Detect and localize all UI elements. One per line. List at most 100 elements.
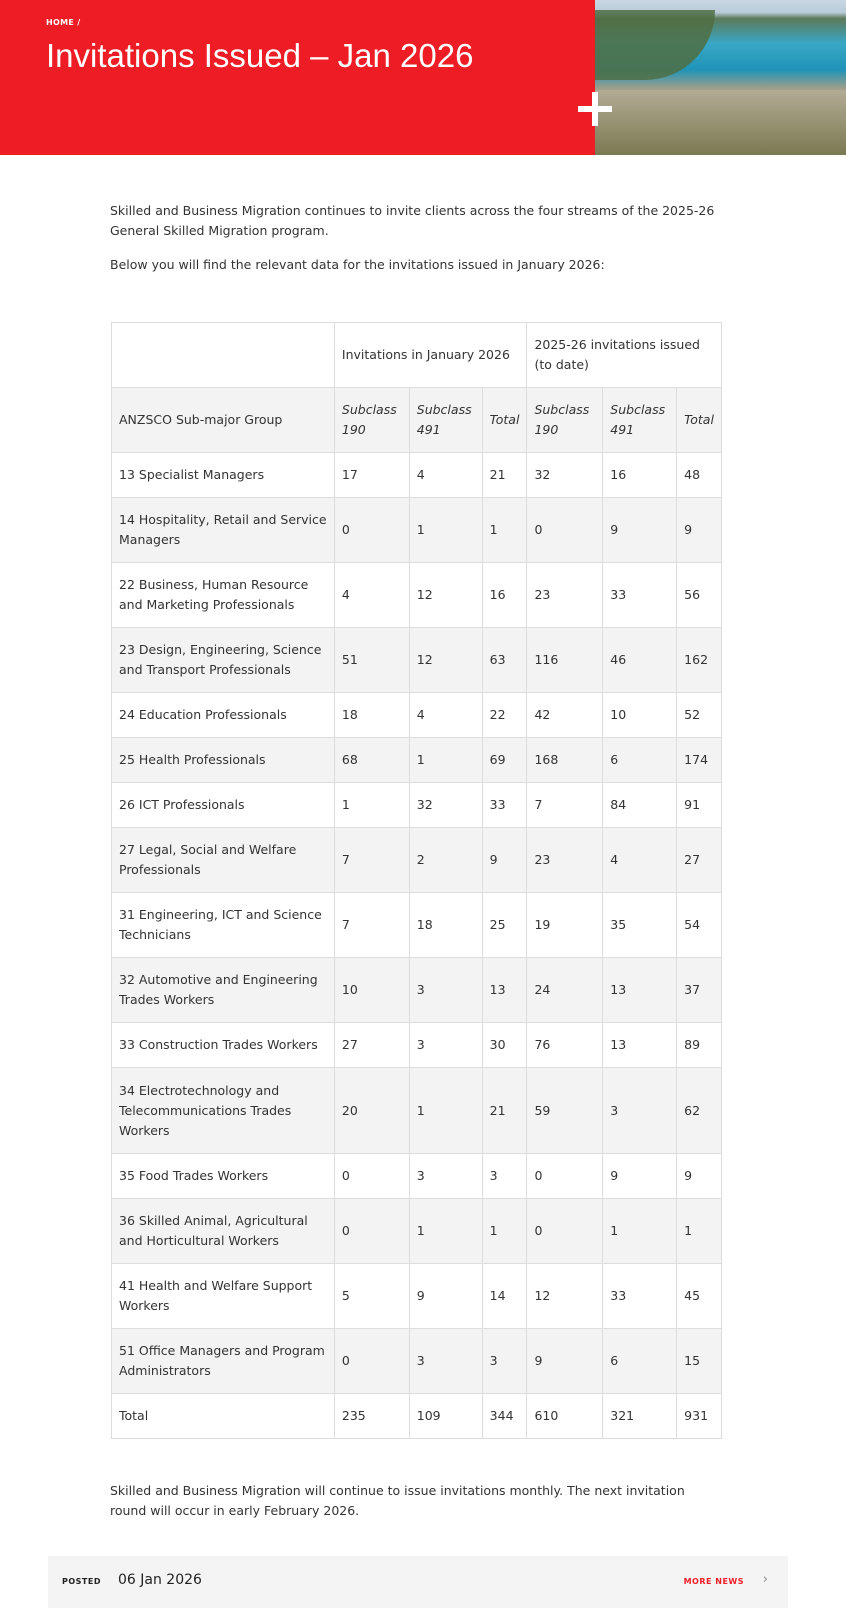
value-cell: 12	[526, 1263, 604, 1329]
column-header: Subclass 190	[333, 387, 410, 453]
column-header: Subclass 190	[526, 387, 604, 453]
value-cell: 2	[408, 827, 483, 893]
intro-paragraph-2: Below you will find the relevant data fo…	[110, 257, 605, 272]
group-name-cell: 34 Electrotechnology and Telecommunicati…	[111, 1067, 335, 1154]
table-row: 26 ICT Professionals 1 32 33 7 84 91	[111, 782, 722, 828]
value-cell: 9	[676, 497, 722, 563]
value-cell: 24	[526, 957, 604, 1023]
value-cell: 12	[408, 627, 483, 693]
value-cell: 6	[602, 737, 678, 783]
value-cell: 9	[526, 1328, 604, 1394]
value-cell: 3	[408, 1022, 483, 1068]
value-cell: 16	[602, 452, 678, 498]
page-hero: HOME / Invitations Issued – Jan 2026	[0, 0, 846, 155]
value-cell: 89	[676, 1022, 722, 1068]
value-cell: 7	[333, 827, 410, 893]
posted-label: POSTED	[62, 1577, 101, 1586]
value-cell: 16	[481, 562, 528, 628]
value-cell: 52	[676, 692, 722, 738]
value-cell: 30	[481, 1022, 528, 1068]
value-cell: 116	[526, 627, 604, 693]
value-cell: 13	[602, 957, 678, 1023]
value-cell: 162	[676, 627, 722, 693]
value-cell: 10	[602, 692, 678, 738]
table-row: 14 Hospitality, Retail and Service Manag…	[111, 497, 722, 563]
value-cell: 22	[481, 692, 528, 738]
value-cell: 1	[481, 1198, 528, 1264]
page-title: Invitations Issued – Jan 2026	[46, 37, 474, 74]
table-row: 23 Design, Engineering, Science and Tran…	[111, 627, 722, 693]
value-cell: 6	[602, 1328, 678, 1394]
chevron-right-icon[interactable]: ›	[762, 1572, 768, 1587]
value-cell: 931	[676, 1393, 722, 1439]
value-cell: 23	[526, 562, 604, 628]
table-row: 27 Legal, Social and Welfare Professiona…	[111, 827, 722, 893]
value-cell: 3	[408, 957, 483, 1023]
value-cell: 48	[676, 452, 722, 498]
value-cell: 7	[526, 782, 604, 828]
value-cell: 19	[526, 892, 604, 958]
value-cell: 168	[526, 737, 604, 783]
value-cell: 35	[602, 892, 678, 958]
value-cell: 27	[676, 827, 722, 893]
value-cell: 0	[333, 1198, 410, 1264]
value-cell: 10	[333, 957, 410, 1023]
value-cell: 0	[333, 1328, 410, 1394]
value-cell: 9	[481, 827, 528, 893]
value-cell: 18	[333, 692, 410, 738]
group-name-cell: 36 Skilled Animal, Agricultural and Hort…	[111, 1198, 335, 1264]
table-group-header-row: Invitations in January 2026 2025-26 invi…	[111, 322, 722, 388]
value-cell: 109	[408, 1393, 483, 1439]
column-header: Subclass 491	[408, 387, 483, 453]
value-cell: 21	[481, 1067, 528, 1154]
value-cell: 21	[481, 452, 528, 498]
value-cell: 0	[526, 1198, 604, 1264]
value-cell: 12	[408, 562, 483, 628]
group-name-cell: 14 Hospitality, Retail and Service Manag…	[111, 497, 335, 563]
value-cell: 51	[333, 627, 410, 693]
value-cell: 4	[408, 452, 483, 498]
value-cell: 37	[676, 957, 722, 1023]
value-cell: 3	[408, 1328, 483, 1394]
value-cell: 1	[333, 782, 410, 828]
value-cell: 32	[408, 782, 483, 828]
value-cell: 0	[333, 497, 410, 563]
value-cell: 3	[602, 1067, 678, 1154]
group-name-cell: 13 Specialist Managers	[111, 452, 335, 498]
value-cell: 91	[676, 782, 722, 828]
value-cell: 62	[676, 1067, 722, 1154]
table-row: 31 Engineering, ICT and Science Technici…	[111, 892, 722, 958]
outro-paragraph: Skilled and Business Migration will cont…	[110, 1483, 685, 1518]
value-cell: 23	[526, 827, 604, 893]
value-cell: 9	[602, 497, 678, 563]
breadcrumb-home[interactable]: HOME /	[46, 18, 81, 27]
value-cell: 20	[333, 1067, 410, 1154]
value-cell: 9	[408, 1263, 483, 1329]
table-column-header-row: ANZSCO Sub-major Group Subclass 190 Subc…	[111, 387, 722, 453]
value-cell: 174	[676, 737, 722, 783]
value-cell: 15	[676, 1328, 722, 1394]
value-cell: 13	[602, 1022, 678, 1068]
value-cell: 84	[602, 782, 678, 828]
column-header: Subclass 491	[602, 387, 678, 453]
more-news-link[interactable]: MORE NEWS	[683, 1577, 744, 1586]
table-row: 25 Health Professionals 68 1 69 168 6 174	[111, 737, 722, 783]
value-cell: 7	[333, 892, 410, 958]
value-cell: 1	[408, 737, 483, 783]
value-cell: 54	[676, 892, 722, 958]
value-cell: 56	[676, 562, 722, 628]
value-cell: 32	[526, 452, 604, 498]
group-name-cell: 33 Construction Trades Workers	[111, 1022, 335, 1068]
value-cell: 3	[481, 1153, 528, 1199]
value-cell: 344	[481, 1393, 528, 1439]
table-row: 51 Office Managers and Program Administr…	[111, 1328, 722, 1394]
value-cell: 13	[481, 957, 528, 1023]
group-name-cell: 24 Education Professionals	[111, 692, 335, 738]
group-name-cell: 26 ICT Professionals	[111, 782, 335, 828]
value-cell: 1	[481, 497, 528, 563]
value-cell: 46	[602, 627, 678, 693]
value-cell: 235	[333, 1393, 410, 1439]
value-cell: 5	[333, 1263, 410, 1329]
group-name-cell: 23 Design, Engineering, Science and Tran…	[111, 627, 335, 693]
intro-paragraph: Skilled and Business Migration continues…	[110, 203, 715, 238]
